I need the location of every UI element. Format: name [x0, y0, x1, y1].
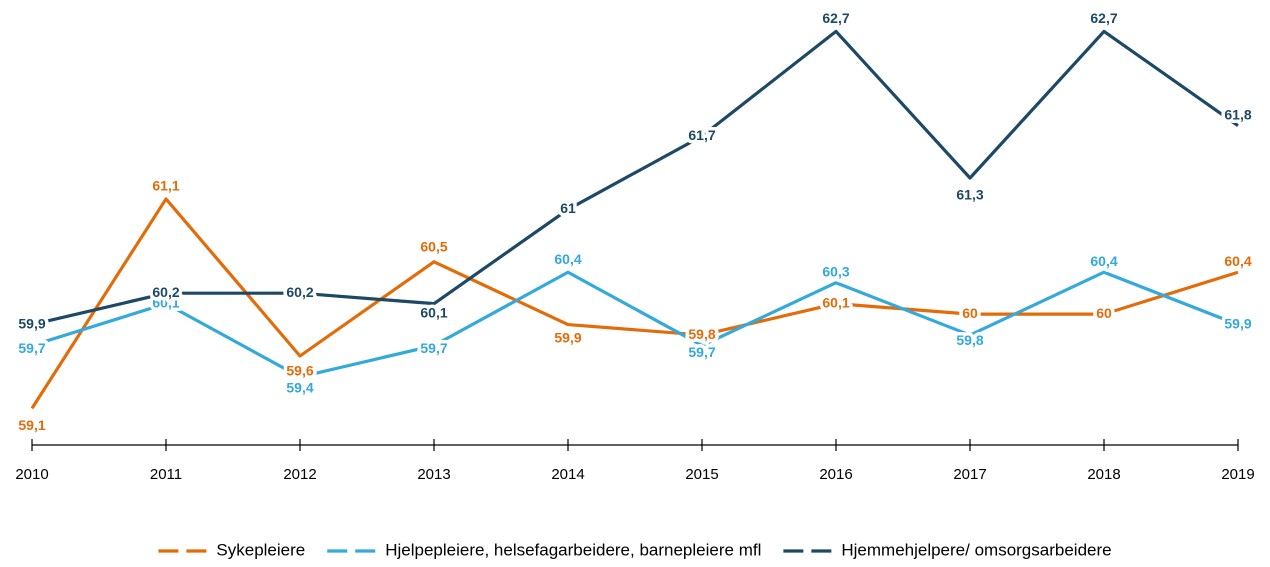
x-tick-label: 2014 — [551, 466, 584, 483]
data-label: 59,7 — [18, 340, 45, 356]
data-label: 60,2 — [286, 284, 313, 300]
data-label: 60,4 — [1090, 253, 1117, 269]
data-label: 59,4 — [286, 380, 313, 396]
data-label: 59,9 — [1224, 315, 1251, 331]
data-label: 61,1 — [152, 178, 179, 194]
legend-label: Hjelpepleiere, helsefagarbeidere, barnep… — [385, 540, 761, 559]
data-label: 60,4 — [554, 251, 581, 267]
data-label: 60,3 — [822, 263, 849, 279]
data-label: 59,1 — [18, 417, 45, 433]
legend: Sykepleiere Hjelpepleiere, helsefagarbeid… — [158, 540, 1112, 559]
x-tick-label: 2017 — [953, 466, 986, 483]
x-tick-label: 2013 — [417, 466, 450, 483]
data-label: 59,8 — [956, 332, 983, 348]
legend-label: Hjemmehjelpere/ omsorgsarbeidere — [841, 540, 1111, 559]
data-label: 60,1 — [822, 294, 849, 310]
legend-item: Hjelpepleiere, helsefagarbeidere, barnep… — [327, 540, 761, 559]
data-label: 61,3 — [956, 187, 983, 203]
series-line — [31, 29, 1239, 327]
data-label: 60,2 — [152, 284, 179, 300]
data-label: 61 — [560, 200, 576, 216]
data-label: 59,6 — [286, 363, 313, 379]
data-label: 59,9 — [554, 329, 581, 345]
legend-item: Sykepleiere — [158, 540, 305, 559]
data-label: 60,1 — [420, 304, 447, 320]
data-label: 61,8 — [1224, 106, 1251, 122]
series-line — [30, 197, 1239, 410]
data-label: 61,7 — [688, 127, 715, 143]
x-tick-label: 2011 — [150, 466, 182, 483]
data-label: 59,7 — [420, 340, 447, 356]
series-line — [31, 270, 1239, 379]
data-label: 60 — [1096, 305, 1112, 321]
data-label: 59,8 — [688, 326, 715, 342]
legend-item: Hjemmehjelpere/ omsorgsarbeidere — [783, 540, 1112, 559]
x-tick-label: 2018 — [1087, 466, 1120, 483]
data-label: 60,1 — [152, 294, 179, 310]
x-tick-label: 2012 — [283, 466, 316, 483]
x-tick-label: 2010 — [15, 466, 48, 483]
data-label: 59,7 — [688, 344, 715, 360]
data-label: 60,5 — [420, 238, 447, 254]
x-tick-label: 2019 — [1221, 466, 1254, 483]
data-label: 60 — [962, 305, 978, 321]
data-label: 59,9 — [18, 315, 45, 331]
legend-label: Sykepleiere — [216, 540, 305, 559]
data-label: 62,7 — [822, 10, 849, 26]
x-tick-label: 2016 — [819, 466, 852, 483]
data-label: 62,7 — [1090, 10, 1117, 26]
data-label: 60,4 — [1224, 253, 1251, 269]
x-tick-label: 2015 — [685, 466, 718, 483]
